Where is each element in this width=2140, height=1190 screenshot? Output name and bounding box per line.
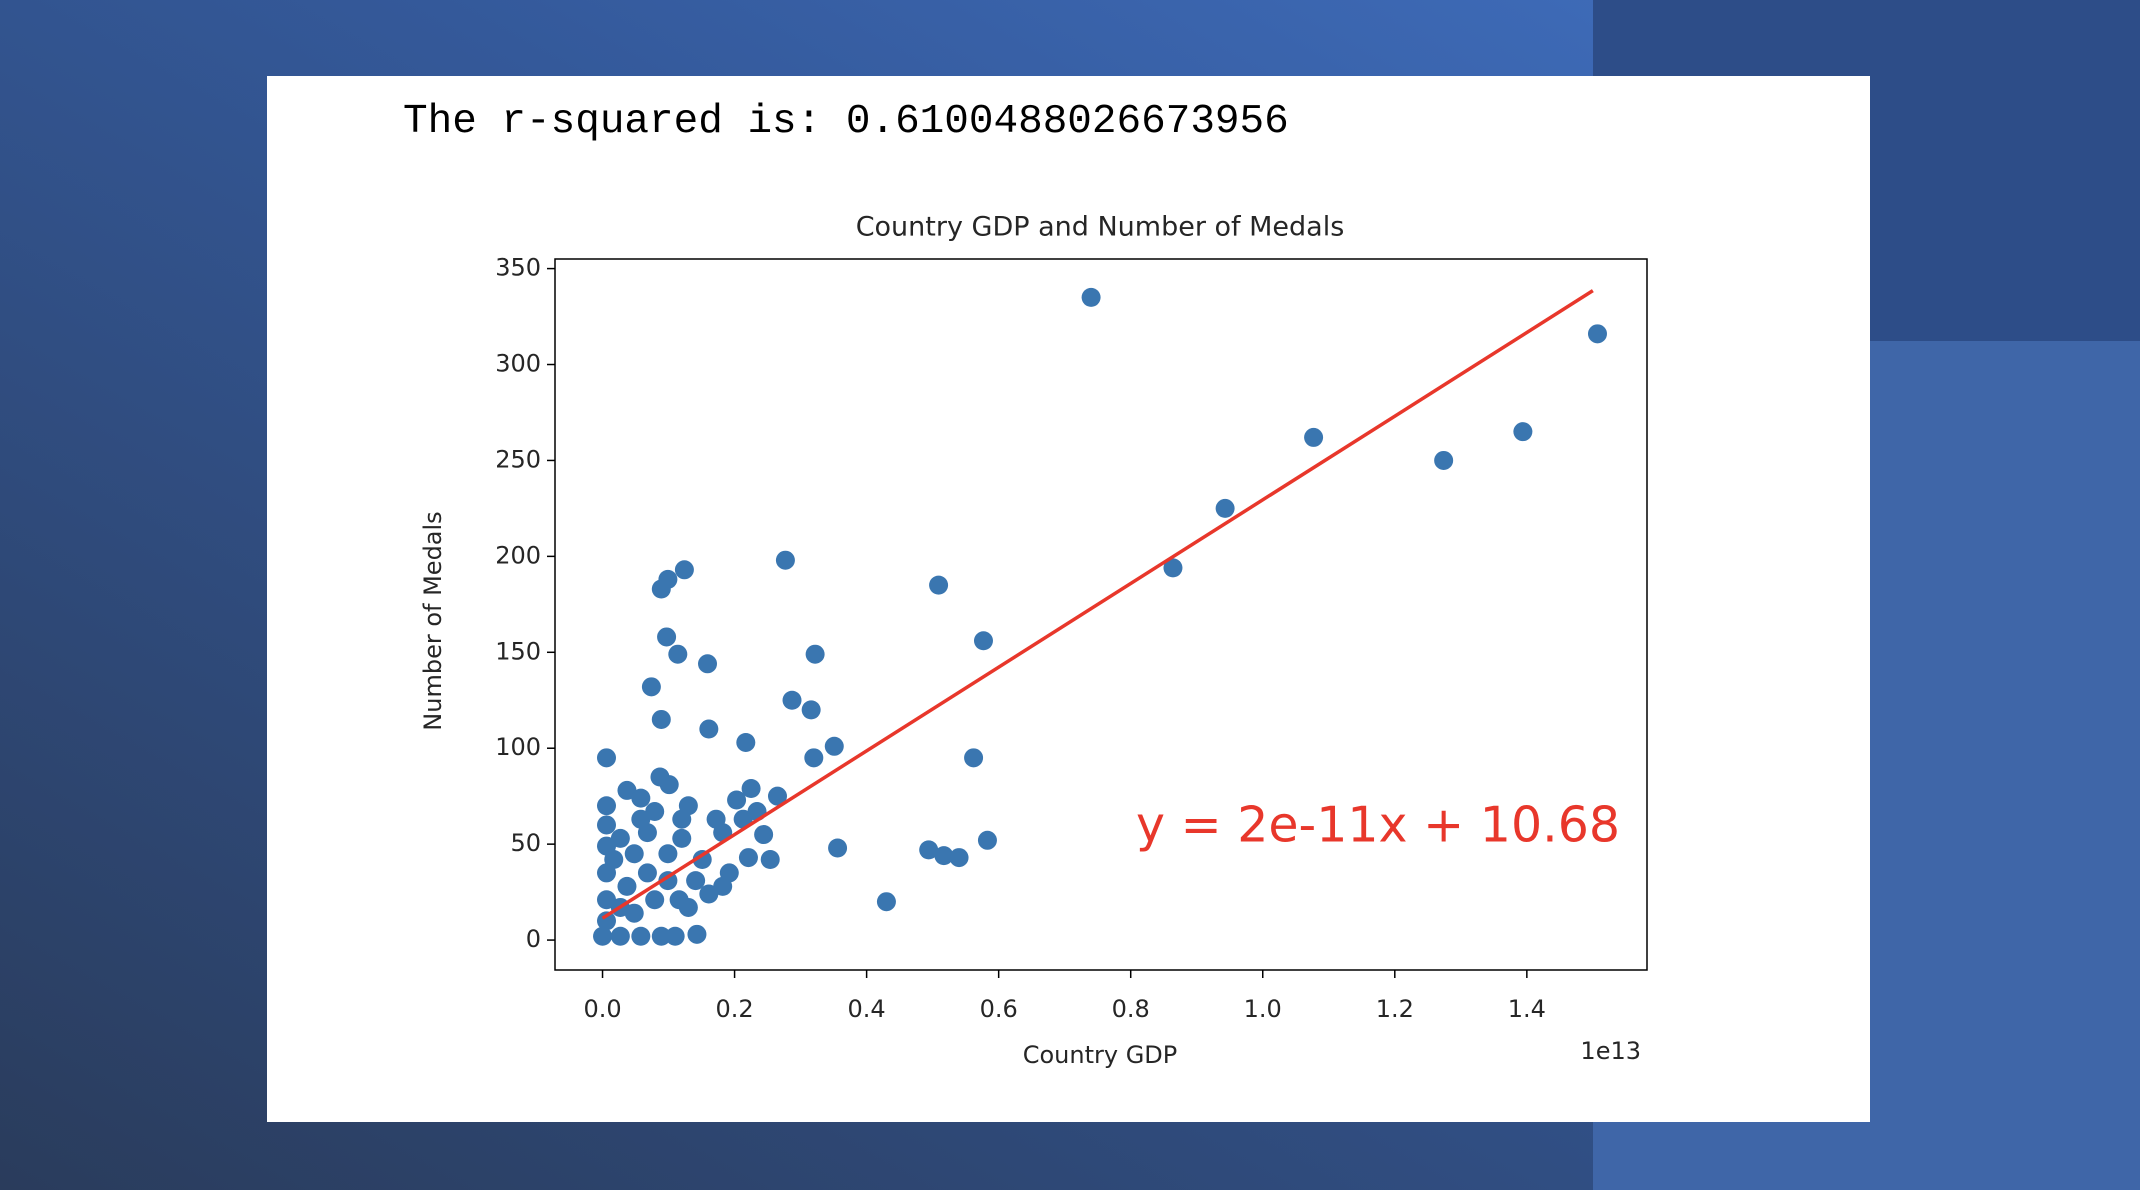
data-point	[651, 926, 671, 946]
data-point	[733, 809, 753, 829]
data-point	[650, 767, 670, 787]
data-point	[687, 924, 707, 944]
data-point	[741, 779, 761, 799]
data-point	[617, 876, 637, 896]
data-point	[736, 732, 756, 752]
y-tick-label: 0	[526, 925, 541, 953]
data-point	[804, 748, 824, 768]
data-point	[637, 863, 657, 883]
data-point	[698, 654, 718, 674]
data-point	[1513, 422, 1533, 442]
data-point	[596, 815, 616, 835]
data-point	[1434, 450, 1454, 470]
data-point	[672, 828, 692, 848]
data-point	[631, 788, 651, 808]
data-point	[828, 838, 848, 858]
data-point	[678, 897, 698, 917]
y-tick-label: 100	[495, 733, 541, 761]
data-point	[782, 690, 802, 710]
data-point	[658, 844, 678, 864]
y-tick-label: 200	[495, 541, 541, 569]
data-point	[1587, 324, 1607, 344]
data-point	[637, 823, 657, 843]
data-point	[596, 748, 616, 768]
data-point	[767, 786, 787, 806]
y-tick-label: 350	[495, 254, 541, 282]
data-point	[876, 892, 896, 912]
y-tick-label: 150	[495, 637, 541, 665]
data-point	[596, 911, 616, 931]
x-tick-label: 1.2	[1376, 995, 1414, 1023]
data-point	[617, 780, 637, 800]
data-point	[668, 644, 688, 664]
data-point	[645, 802, 665, 822]
output-panel	[267, 76, 1870, 1122]
y-tick-label: 250	[495, 445, 541, 473]
r-squared-output: The r-squared is: 0.6100488026673956	[403, 99, 1289, 145]
data-point	[596, 796, 616, 816]
data-point	[1081, 287, 1101, 307]
data-point	[610, 926, 630, 946]
data-point	[1304, 427, 1324, 447]
data-point	[1163, 558, 1183, 578]
x-tick-label: 0.2	[715, 995, 753, 1023]
data-point	[1215, 498, 1235, 518]
data-point	[919, 840, 939, 860]
data-point	[651, 579, 671, 599]
data-point	[973, 631, 993, 651]
data-point	[604, 849, 624, 869]
data-point	[674, 560, 694, 580]
data-point	[657, 627, 677, 647]
x-offset-label: 1e13	[1580, 1037, 1641, 1065]
y-axis-label: Number of Medals	[419, 511, 447, 730]
data-point	[929, 575, 949, 595]
data-point	[754, 825, 774, 845]
data-point	[964, 748, 984, 768]
data-point	[738, 848, 758, 868]
data-point	[672, 809, 692, 829]
data-point	[719, 863, 739, 883]
x-tick-label: 0.4	[848, 995, 886, 1023]
data-point	[934, 846, 954, 866]
y-tick-label: 300	[495, 350, 541, 378]
x-axis-label: Country GDP	[1023, 1041, 1178, 1069]
data-point	[692, 849, 712, 869]
data-point	[760, 849, 780, 869]
data-point	[801, 700, 821, 720]
data-point	[610, 828, 630, 848]
data-point	[665, 926, 685, 946]
data-point	[805, 644, 825, 664]
data-point	[699, 719, 719, 739]
chart-title: Country GDP and Number of Medals	[856, 212, 1345, 243]
data-point	[645, 890, 665, 910]
x-tick-label: 0.6	[980, 995, 1018, 1023]
data-point	[949, 848, 969, 868]
data-point	[596, 890, 616, 910]
data-point	[624, 844, 644, 864]
data-point	[727, 790, 747, 810]
x-tick-label: 1.0	[1244, 995, 1282, 1023]
y-tick-label: 50	[510, 829, 541, 857]
data-point	[699, 884, 719, 904]
data-point	[775, 550, 795, 570]
data-point	[686, 871, 706, 891]
data-point	[651, 709, 671, 729]
data-point	[593, 926, 613, 946]
regression-equation: y = 2e-11x + 10.68	[1136, 797, 1620, 854]
data-point	[824, 736, 844, 756]
x-tick-label: 1.4	[1508, 995, 1546, 1023]
data-point	[747, 802, 767, 822]
x-tick-label: 0.0	[583, 995, 621, 1023]
axes-frame	[554, 258, 1648, 971]
regression-line	[601, 289, 1594, 920]
data-point	[631, 926, 651, 946]
data-point	[641, 677, 661, 697]
data-point	[658, 871, 678, 891]
x-tick-label: 0.8	[1112, 995, 1150, 1023]
data-point	[977, 830, 997, 850]
